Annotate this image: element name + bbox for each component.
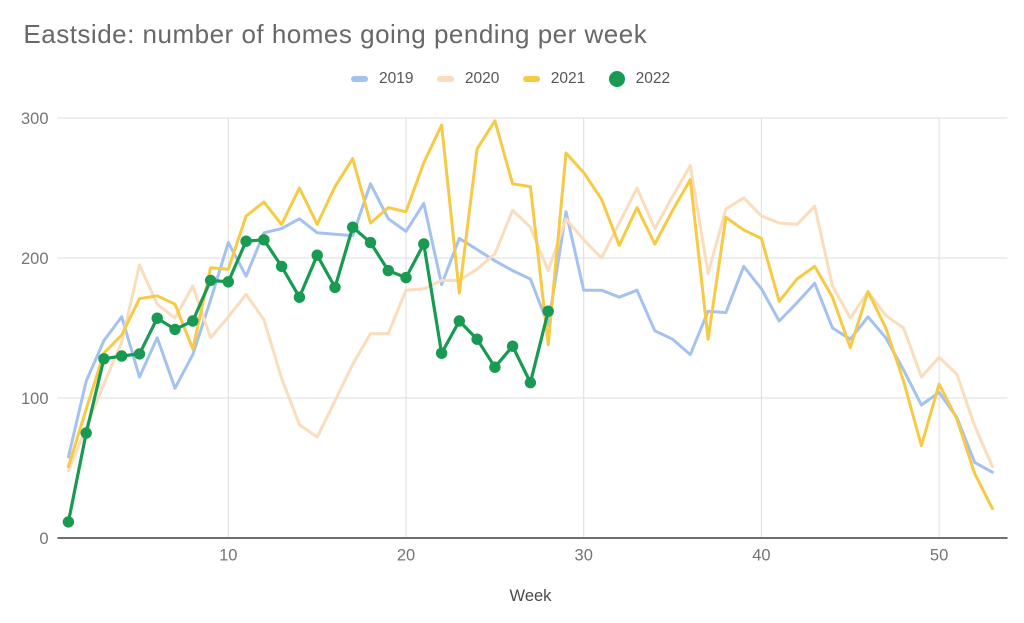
svg-text:100: 100 xyxy=(21,390,49,408)
svg-text:20: 20 xyxy=(397,547,415,565)
svg-text:10: 10 xyxy=(219,547,237,565)
svg-text:0: 0 xyxy=(39,530,48,548)
svg-text:300: 300 xyxy=(21,110,49,128)
svg-text:50: 50 xyxy=(930,547,948,565)
svg-text:200: 200 xyxy=(21,250,49,268)
svg-text:Week: Week xyxy=(510,587,553,605)
svg-text:30: 30 xyxy=(575,547,593,565)
svg-text:40: 40 xyxy=(752,547,770,565)
